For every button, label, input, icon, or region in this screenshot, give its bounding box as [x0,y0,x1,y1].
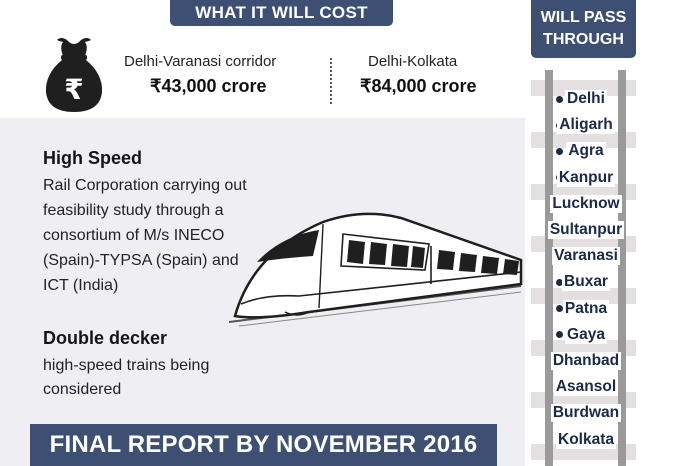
station-name: Dhanbad [550,351,622,370]
station-list: Delhi Aligarh Agra Kanpur Lucknow Sultan… [547,86,625,453]
station-name: Asansol [553,378,619,397]
route-heading: WILL PASS THROUGH [531,0,636,58]
station-name: Burdwan [550,404,622,423]
left-rail [545,70,553,466]
station-item: Kanpur [551,165,621,191]
station-item: Patna [551,296,621,322]
railway-tie [531,288,636,304]
double-decker-title: Double decker [43,328,168,348]
cost-divider [330,58,332,104]
station-name: Kanpur [556,168,616,187]
station-dot-icon [556,95,563,103]
station-item: Gaya [551,322,621,348]
station-name: Sultanpur [547,221,625,240]
station-item: Asansol [551,374,621,400]
corridor-label-delhi-kolkata: Delhi-Kolkata [368,53,458,70]
station-name: Lucknow [550,194,622,213]
train-illustration [228,212,523,327]
station-item: Aligarh [551,112,621,138]
double-decker-text: high-speed trains being considered [43,357,210,398]
station-name: Buxar [562,273,610,292]
station-dot-icon [556,331,563,339]
station-name: Varanasi [552,247,620,266]
corridor-amount-delhi-varanasi: ₹43,000 crore [150,76,267,96]
right-rail [618,70,626,466]
money-bag-icon: ₹ [45,38,103,112]
final-report-banner: FINAL REPORT BY NOVEMBER 2016 [30,424,497,466]
station-name: Agra [566,142,606,161]
station-item: Delhi [551,86,621,112]
railway-tie [531,80,636,96]
station-item: Varanasi [551,243,621,269]
station-dot-icon [556,305,563,313]
corridor-amount-delhi-kolkata: ₹84,000 crore [360,76,477,96]
high-speed-text: Rail Corporation carrying out feasibilit… [43,177,247,294]
station-name: Aligarh [557,116,615,135]
svg-text:₹: ₹ [64,73,83,106]
station-name: Patna [562,299,610,318]
station-name: Gaya [565,325,607,344]
station-item: Agra [551,138,621,164]
station-name: Delhi [565,90,607,109]
station-item: Dhanbad [550,348,622,374]
station-dot-icon [556,278,563,286]
station-dot-icon [556,147,563,155]
railway-tie [531,132,636,148]
station-item: Kolkata [551,426,621,452]
station-item: Buxar [551,269,621,295]
corridor-label-delhi-varanasi: Delhi-Varanasi corridor [124,53,277,70]
station-item: Sultanpur [547,217,625,243]
cost-heading: WHAT IT WILL COST [170,0,393,26]
station-item: Burdwan [550,400,622,426]
station-name: Kolkata [556,430,616,449]
high-speed-title: High Speed [43,148,143,168]
station-item: Lucknow [550,191,622,217]
